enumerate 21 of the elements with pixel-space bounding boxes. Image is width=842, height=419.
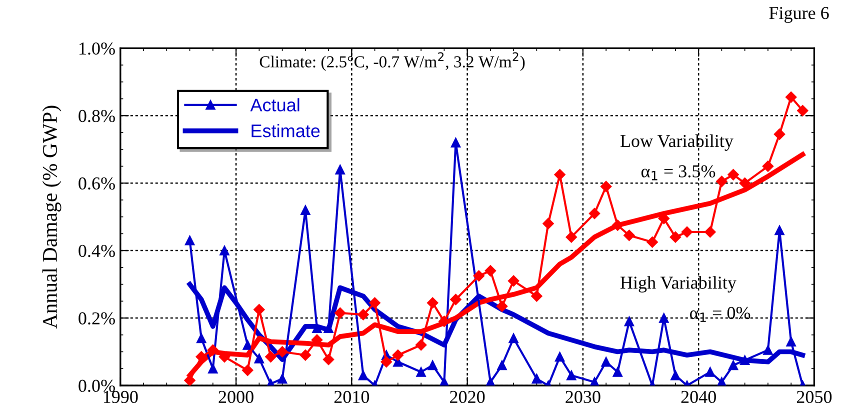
y-tick-label: 0.2% [78,312,115,325]
x-tick-label: 1990 [104,390,138,404]
annotation: High Variability [620,276,736,293]
legend-label: Estimate [252,124,320,138]
legend-label: Actual [250,98,300,112]
x-tick-label: 2020 [450,390,485,404]
annotation: Climate: (2.5°C, -0.7 W/m$^{2}$, 3.2 W/m$^{2}$) [260,52,525,71]
x-tick-label: 2050 [796,390,832,404]
x-tick-label: 2000 [218,390,254,404]
y-tick-label: 1.0% [80,42,115,55]
y-axis-title: Annual Damage (% GWP) [42,106,62,329]
y-tick-label: 0.8% [78,110,115,122]
x-tick-label: 2040 [681,390,716,404]
x-tick-label: 2010 [334,390,370,404]
y-tick-label: 0.0% [78,380,115,392]
annotation: α$_{1}$ = 3.5% [641,165,716,180]
x-tick-label: 2030 [566,390,600,404]
y-tick-label: 0.6% [78,177,115,190]
caption: Figure 6 [769,7,829,23]
annotation: Low Variability [620,134,734,151]
y-tick-label: 0.4% [78,244,115,258]
